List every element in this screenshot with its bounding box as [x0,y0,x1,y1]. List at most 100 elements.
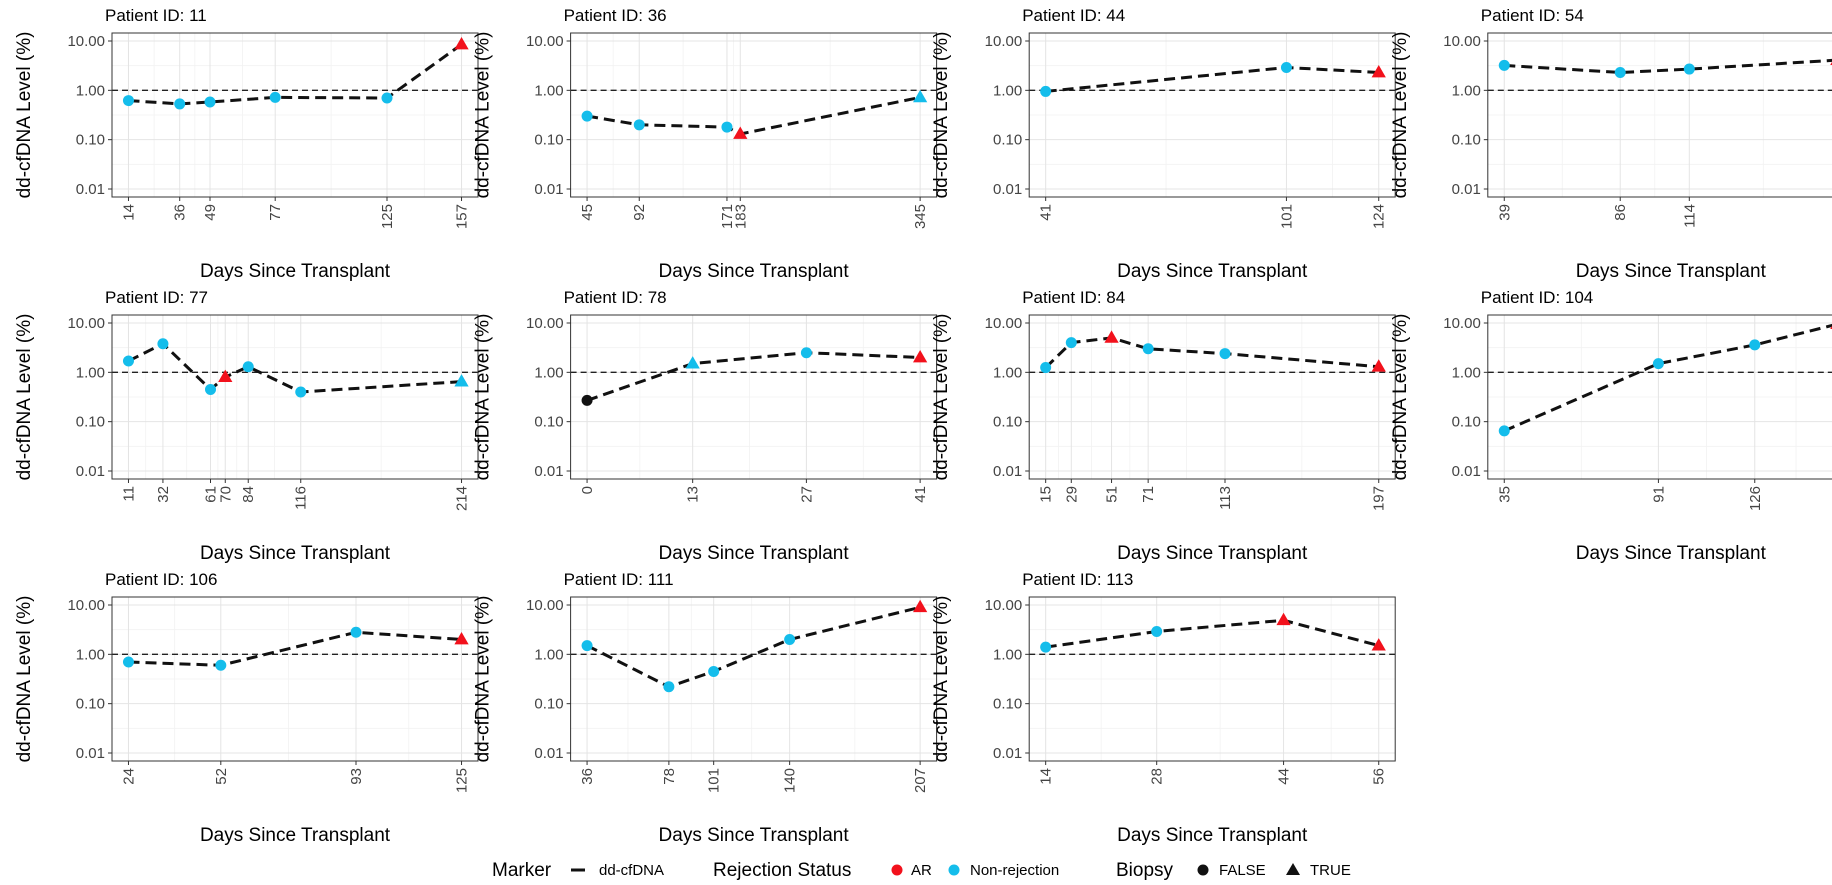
x-tick-label: 28 [1149,768,1166,785]
y-axis-label: dd-cfDNA Level (%) [1390,32,1411,199]
y-tick-label: 0.01 [1452,181,1481,198]
x-tick-label: 77 [267,204,284,221]
data-point-circle [1498,59,1510,71]
y-axis-label: dd-cfDNA Level (%) [931,32,952,199]
x-tick-label: 345 [912,204,929,229]
y-tick-label: 1.00 [76,646,105,663]
x-tick-label: 24 [120,768,137,785]
panel-title: Patient ID: 54 [1481,6,1584,25]
y-tick-label: 0.10 [534,132,563,149]
data-point-triangle [218,369,233,382]
y-tick-label: 10.00 [985,597,1023,614]
y-axis-label: dd-cfDNA Level (%) [931,314,952,481]
panel-border [570,314,938,480]
data-point-circle [205,383,217,395]
panel-patient-111: 0.01 0.10 1.00 10.00 36 78 101 140 207 Patient ID… [473,570,938,846]
data-point-circle [242,361,254,373]
panel-title: Patient ID: 11 [105,6,207,25]
legend-key-non-rejection [948,864,960,876]
x-tick-label: 32 [155,486,172,503]
panel-patient-78: 0.01 0.10 1.00 10.00 0 13 27 41 Patient ID: 78 dd… [473,288,938,564]
panel-border [570,32,938,198]
legend-title-marker: Marker [492,860,552,881]
panel-border [111,32,479,198]
x-tick-label: 49 [202,204,219,221]
y-tick-label: 10.00 [1443,315,1481,332]
x-axis-label: Days Since Transplant [1576,261,1767,282]
data-point-circle [663,681,675,693]
data-point-circle [1614,66,1626,78]
x-tick-label: 39 [1496,204,1513,221]
x-tick-label: 29 [1063,486,1080,503]
data-point-circle [1219,348,1231,360]
x-tick-label: 174 [1829,204,1832,229]
x-tick-label: 41 [1038,204,1055,221]
data-point-circle [721,121,733,133]
x-tick-label: 52 [213,768,230,785]
panel-border [1028,32,1396,198]
x-axis-label: Days Since Transplant [200,261,391,282]
y-tick-label: 1.00 [534,646,563,663]
data-point-circle [1280,62,1292,74]
x-tick-label: 113 [1217,486,1234,510]
x-tick-label: 91 [1650,486,1667,503]
legend-label-ar: AR [911,862,932,879]
x-tick-label: 126 [1747,486,1764,511]
series-line-dd-cfdna [1504,58,1832,75]
y-tick-label: 10.00 [526,33,564,50]
data-point-circle [122,355,134,367]
x-tick-label: 35 [1496,486,1513,503]
panel-patient-113: 0.01 0.10 1.00 10.00 14 28 44 56 Patient ID: 113… [931,570,1396,846]
x-tick-label: 140 [782,768,799,793]
y-tick-label: 1.00 [993,646,1022,663]
data-point-circle [295,386,307,398]
data-point-triangle [454,36,469,50]
panel-title: Patient ID: 106 [105,570,217,589]
y-tick-label: 0.10 [993,696,1022,713]
legend-title-biopsy: Biopsy [1116,860,1174,881]
x-axis-label: Days Since Transplant [1117,261,1308,282]
x-axis-label: Days Since Transplant [200,543,391,564]
x-tick-label: 125 [454,768,471,793]
data-point-triangle [1371,638,1386,651]
x-tick-label: 61 [203,486,220,503]
panel-title: Patient ID: 78 [564,288,667,307]
x-tick-label: 92 [631,204,648,221]
x-tick-label: 101 [1278,204,1295,229]
panel-title: Patient ID: 104 [1481,288,1593,307]
series-line-dd-cfdna [1045,618,1380,649]
series-line-dd-cfdna [1503,323,1832,433]
x-tick-label: 51 [1104,486,1121,503]
y-axis-label: dd-cfDNA Level (%) [1390,314,1411,481]
data-point-triangle [685,356,700,369]
x-tick-label: 15 [1038,486,1055,503]
x-tick-label: 214 [454,486,471,511]
data-point-circle [1498,425,1510,437]
x-tick-label: 0 [579,486,596,494]
data-point-circle [350,626,362,638]
x-tick-label: 45 [579,204,596,221]
x-tick-label: 171 [719,204,736,229]
legend-key-ar [891,864,903,876]
data-point-triangle [1104,330,1119,343]
y-tick-label: 1.00 [1452,364,1481,381]
data-point-circle [581,394,593,406]
panel-title: Patient ID: 111 [564,570,674,589]
data-point-circle [381,92,393,104]
panel-border [111,314,479,480]
x-tick-label: 84 [240,486,257,503]
x-axis-label: Days Since Transplant [659,261,850,282]
x-tick-label: 124 [1371,204,1388,229]
data-point-circle [708,665,720,677]
x-axis-label: Days Since Transplant [1117,825,1308,846]
legend-key-true [1286,863,1300,875]
x-tick-label: 70 [217,486,234,503]
y-tick-label: 0.01 [1452,463,1481,480]
y-tick-label: 0.10 [76,414,105,431]
x-axis-label: Days Since Transplant [1576,543,1767,564]
x-tick-label: 183 [732,204,749,229]
legend: Marker dd-cfDNA Rejection Status AR Non-reje… [492,860,1351,881]
panel-patient-106: 0.01 0.10 1.00 10.00 24 52 93 125 Patient ID: 10… [14,570,479,846]
y-tick-label: 0.01 [993,463,1022,480]
